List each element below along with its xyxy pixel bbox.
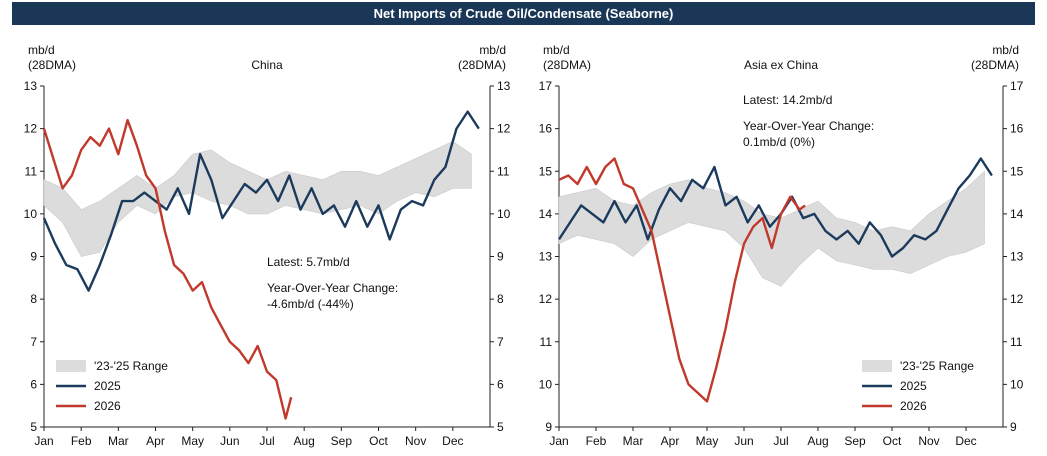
chart-title: Asia ex China	[744, 58, 818, 72]
x-tick-label: Jun	[220, 434, 239, 448]
x-tick-label: Dec	[442, 434, 463, 448]
x-tick-label: Aug	[293, 434, 314, 448]
x-tick-label: Oct	[883, 434, 902, 448]
y-tick-label-right: 11	[1010, 335, 1023, 349]
y-axis-label-right-line2: (28DMA)	[971, 58, 1019, 72]
x-tick-label: Jul	[259, 434, 274, 448]
y-tick-label-left: 11	[25, 164, 38, 178]
y-tick-label-left: 12	[24, 122, 38, 136]
range-band-area	[558, 170, 985, 287]
y-tick-label-left: 9	[545, 420, 552, 434]
legend-label: 2025	[94, 379, 121, 393]
legend: '23-'25 Range 2025 2026	[862, 359, 974, 413]
x-tick-label: Feb	[71, 434, 92, 448]
chart-banner-title: Net Imports of Crude Oil/Condensate (Sea…	[12, 2, 1035, 25]
y-axis-label-left-line2: (28DMA)	[543, 58, 591, 72]
y-tick-label-left: 10	[24, 207, 38, 221]
x-tick-label: Nov	[918, 434, 939, 448]
x-tick-label: Jan	[549, 434, 568, 448]
y-tick-label-right: 10	[1010, 377, 1024, 391]
annotation-text-2: 0.1mb/d (0%)	[743, 135, 815, 149]
x-tick-label: Jul	[773, 434, 788, 448]
x-tick-label: Oct	[369, 434, 388, 448]
x-tick-label: Jan	[34, 434, 53, 448]
x-tick-label: Mar	[108, 434, 129, 448]
y-tick-label-left: 6	[30, 377, 37, 391]
y-axis-label-left: mb/d	[543, 43, 570, 57]
legend-label: '23-'25 Range	[900, 359, 974, 373]
y-tick-label-right: 13	[497, 79, 511, 93]
x-tick-label: Apr	[146, 434, 165, 448]
y-tick-label-right: 12	[497, 122, 511, 136]
legend-swatch-range	[862, 360, 892, 372]
y-tick-label-left: 15	[539, 164, 553, 178]
y-tick-label-right: 13	[1010, 250, 1024, 264]
annotation-text-0: Latest: 5.7mb/d	[267, 255, 350, 269]
legend-swatch-range	[56, 360, 86, 372]
y-tick-label-right: 6	[497, 377, 504, 391]
y-axis-label-right: mb/d	[992, 43, 1019, 57]
x-tick-label: May	[181, 434, 204, 448]
y-tick-label-left: 13	[24, 79, 38, 93]
y-tick-label-right: 8	[497, 292, 504, 306]
annotation-text-2: -4.6mb/d (-44%)	[267, 297, 354, 311]
series-line-2025	[557, 157, 993, 258]
annotation-text-0: Latest: 14.2mb/d	[743, 93, 832, 107]
y-tick-label-right: 11	[497, 164, 510, 178]
legend-label: '23-'25 Range	[94, 359, 168, 373]
y-tick-label-right: 5	[497, 420, 504, 434]
x-tick-label: Dec	[955, 434, 976, 448]
y-tick-label-right: 7	[497, 335, 504, 349]
legend-label: 2026	[94, 399, 121, 413]
y-tick-label-right: 9	[1010, 420, 1017, 434]
x-tick-label: Apr	[661, 434, 680, 448]
y-tick-label-right: 9	[497, 250, 504, 264]
y-tick-label-left: 16	[539, 122, 553, 136]
y-axis-label-right-line2: (28DMA)	[458, 58, 506, 72]
x-tick-label: Jun	[734, 434, 753, 448]
x-tick-label: Sep	[844, 434, 866, 448]
y-tick-label-left: 17	[539, 79, 553, 93]
y-axis-label-right: mb/d	[479, 43, 506, 57]
y-axis-label-left: mb/d	[28, 43, 55, 57]
y-tick-label-right: 10	[497, 207, 511, 221]
legend: '23-'25 Range 2025 2026	[56, 359, 168, 413]
y-tick-label-left: 13	[539, 250, 553, 264]
x-tick-label: May	[696, 434, 719, 448]
series-line-2025	[42, 110, 480, 292]
y-tick-label-left: 14	[539, 207, 553, 221]
annotation-text-1: Year-Over-Year Change:	[267, 281, 398, 295]
china-chart: 5 5 6 6 7 7 8 8 9 9 10 10 11 11 12 12 13 13 Jan Feb Mar Apr Ma…	[24, 43, 511, 448]
legend-label: 2025	[900, 379, 927, 393]
annotation-text-1: Year-Over-Year Change:	[743, 119, 874, 133]
x-tick-label: Nov	[405, 434, 426, 448]
x-tick-label: Sep	[331, 434, 353, 448]
range-band-area	[43, 141, 472, 257]
y-tick-label-left: 5	[30, 420, 37, 434]
y-tick-label-right: 14	[1010, 207, 1024, 221]
y-tick-label-right: 12	[1010, 292, 1024, 306]
y-tick-label-left: 7	[30, 335, 37, 349]
series-line-2026	[42, 118, 293, 420]
x-tick-label: Feb	[586, 434, 607, 448]
y-axis-label-left-line2: (28DMA)	[28, 58, 76, 72]
chart-title: China	[251, 58, 283, 72]
y-tick-label-left: 11	[540, 335, 553, 349]
y-tick-label-left: 9	[30, 250, 37, 264]
y-tick-label-right: 17	[1010, 79, 1024, 93]
y-tick-label-right: 16	[1010, 122, 1024, 136]
series-line-2026	[558, 157, 806, 403]
y-tick-label-right: 15	[1010, 164, 1024, 178]
legend-label: 2026	[900, 399, 927, 413]
y-tick-label-left: 10	[539, 377, 553, 391]
asia-ex-china-chart: 9 9 10 10 11 11 12 12 13 13 14 14 15 15 16 16 17 17 Jan Feb…	[539, 43, 1024, 448]
x-tick-label: Mar	[623, 434, 644, 448]
x-tick-label: Aug	[807, 434, 828, 448]
y-tick-label-left: 8	[30, 292, 37, 306]
y-tick-label-left: 12	[539, 292, 553, 306]
